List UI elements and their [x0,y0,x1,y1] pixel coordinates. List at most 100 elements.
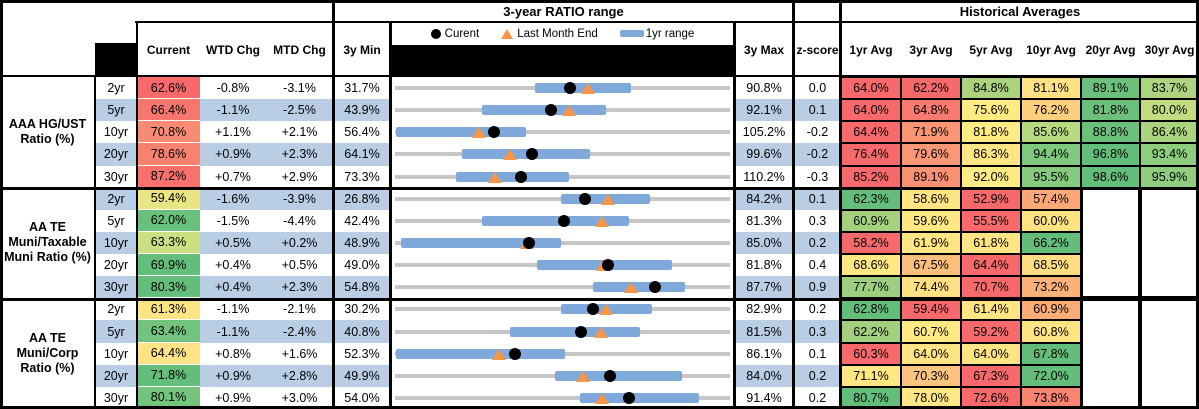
historical-average-value: 60.8% [1021,320,1081,343]
legend-1yr-range-item: 1yr range [619,27,695,40]
mtd-chg-value: +2.1% [281,125,318,140]
three-year-min-value: 64.1% [333,143,391,166]
historical-average-value: 75.6% [961,99,1021,122]
three-year-min-value: 48.9% [333,231,391,255]
historical-average-value: 62.8% [841,298,901,321]
historical-average-value: 81.1% [1021,77,1081,100]
historical-average-value: 89.1% [901,165,961,188]
tenor-label: 20yr [95,364,137,387]
historical-average-value: 85.6% [1021,121,1081,144]
wtd-chg-value: +0.8% [215,346,251,361]
group-label: AAA HG/UST Ratio (%) [0,77,95,188]
historical-average-value: 95.9% [1140,165,1199,188]
z-score-value: -0.2 [806,125,829,140]
wtd-chg-value: +0.9% [200,143,266,166]
three-year-min-value: 30.2% [344,302,380,317]
tenor-label: 30yr [95,276,137,299]
historical-average-value: 79.6% [901,143,961,166]
range-dot-plot [391,166,734,188]
empty-average-cell [1081,298,1140,409]
range-dot-plot [391,210,734,232]
data-grid: AAA HG/UST Ratio (%) 2yr 62.6% -0.8% -3.… [0,77,1199,409]
historical-average-value: 88.8% [1081,121,1140,144]
tenor-label: 30yr [103,390,129,405]
group-label: AA TE Muni/Taxable Muni Ratio (%) [0,187,95,299]
historical-average-value: 73.8% [1021,386,1081,409]
three-year-max-value: 105.2% [742,125,786,140]
one-year-range-bar-icon [619,30,644,37]
last-month-end-marker [594,215,609,227]
historical-average-value: 83.7% [1140,77,1199,100]
one-year-range-bar [555,370,682,381]
wtd-chg-value: +0.9% [200,364,266,387]
one-year-range-bar [395,127,527,138]
z-score-value: 0.1 [794,99,841,122]
historical-average-value: 68.6% [841,254,901,277]
three-year-max-value: 99.6% [734,143,794,166]
z-score-value: 0.1 [808,346,827,361]
col-header-5yr-avg: 5yr Avg [969,42,1013,57]
three-year-max-value: 92.1% [734,99,794,122]
historical-average-value: 55.5% [961,209,1021,232]
one-year-range-bar [592,282,686,293]
tenor-label: 10yr [95,231,137,255]
three-year-range-track [395,240,730,245]
wtd-chg-value: -0.8% [216,81,250,96]
range-dot-plot [391,343,734,365]
historical-average-value: 52.9% [961,187,1021,210]
range-dot-plot [391,320,734,342]
historical-average-value: 94.4% [1021,143,1081,166]
current-value: 59.4% [137,187,200,210]
three-year-min-value: 49.9% [333,364,391,387]
three-year-max-value: 82.9% [746,302,782,317]
three-year-max-value: 86.1% [746,346,782,361]
current-dot-icon [430,28,441,39]
three-year-range-track [395,130,730,135]
historical-average-value: 93.4% [1140,143,1199,166]
mtd-chg-value: +2.3% [266,143,333,166]
current-value: 87.2% [137,165,200,188]
current-marker [586,303,599,316]
group-label: AA TE Muni/Corp Ratio (%) [0,298,95,409]
mtd-chg-value: +3.0% [281,390,318,405]
z-score-value: 0.3 [808,213,827,228]
legend-current-label: Curent [444,27,480,40]
wtd-chg-value: -1.1% [216,302,250,317]
legend-last-month-label: Last Month End [517,27,598,40]
three-year-max-value: 84.2% [734,187,794,210]
legend-range-label: 1yr range [645,27,695,40]
legend-last-month-item: Last Month End [501,28,598,40]
historical-average-value: 76.2% [1021,99,1081,122]
current-value: 80.3% [137,276,200,299]
one-year-range-bar [481,105,607,116]
tenor-header-black-box [95,43,137,77]
current-marker [604,369,617,382]
current-marker [515,170,528,183]
historical-average-value: 84.8% [961,77,1021,100]
z-score-value: 0.0 [808,81,827,96]
col-header-1yr-avg: 1yr Avg [849,42,893,57]
historical-average-value: 86.4% [1140,121,1199,144]
historical-average-value: 96.8% [1081,143,1140,166]
range-dot-plot [391,143,734,165]
range-dot-plot [391,99,734,121]
wtd-chg-value: -1.1% [200,99,266,122]
three-year-min-value: 56.4% [344,125,380,140]
tenor-label: 2yr [107,81,125,96]
last-month-end-marker [472,127,487,139]
historical-average-value: 81.8% [961,121,1021,144]
historical-average-value: 59.4% [901,298,961,321]
tenor-label: 10yr [103,346,129,361]
three-year-range-track [395,395,730,400]
wtd-chg-value: +0.4% [215,258,251,273]
three-year-max-value: 81.8% [746,258,782,273]
historical-average-value: 60.0% [1021,209,1081,232]
empty-average-cell [1140,187,1199,299]
historical-average-value: 72.0% [1021,364,1081,387]
historical-average-value: 89.1% [1081,77,1140,100]
current-marker [575,325,588,338]
current-value: 70.8% [137,121,200,144]
col-header-wtd-chg: WTD Chg [206,42,260,57]
three-year-max-value: 87.7% [734,276,794,299]
